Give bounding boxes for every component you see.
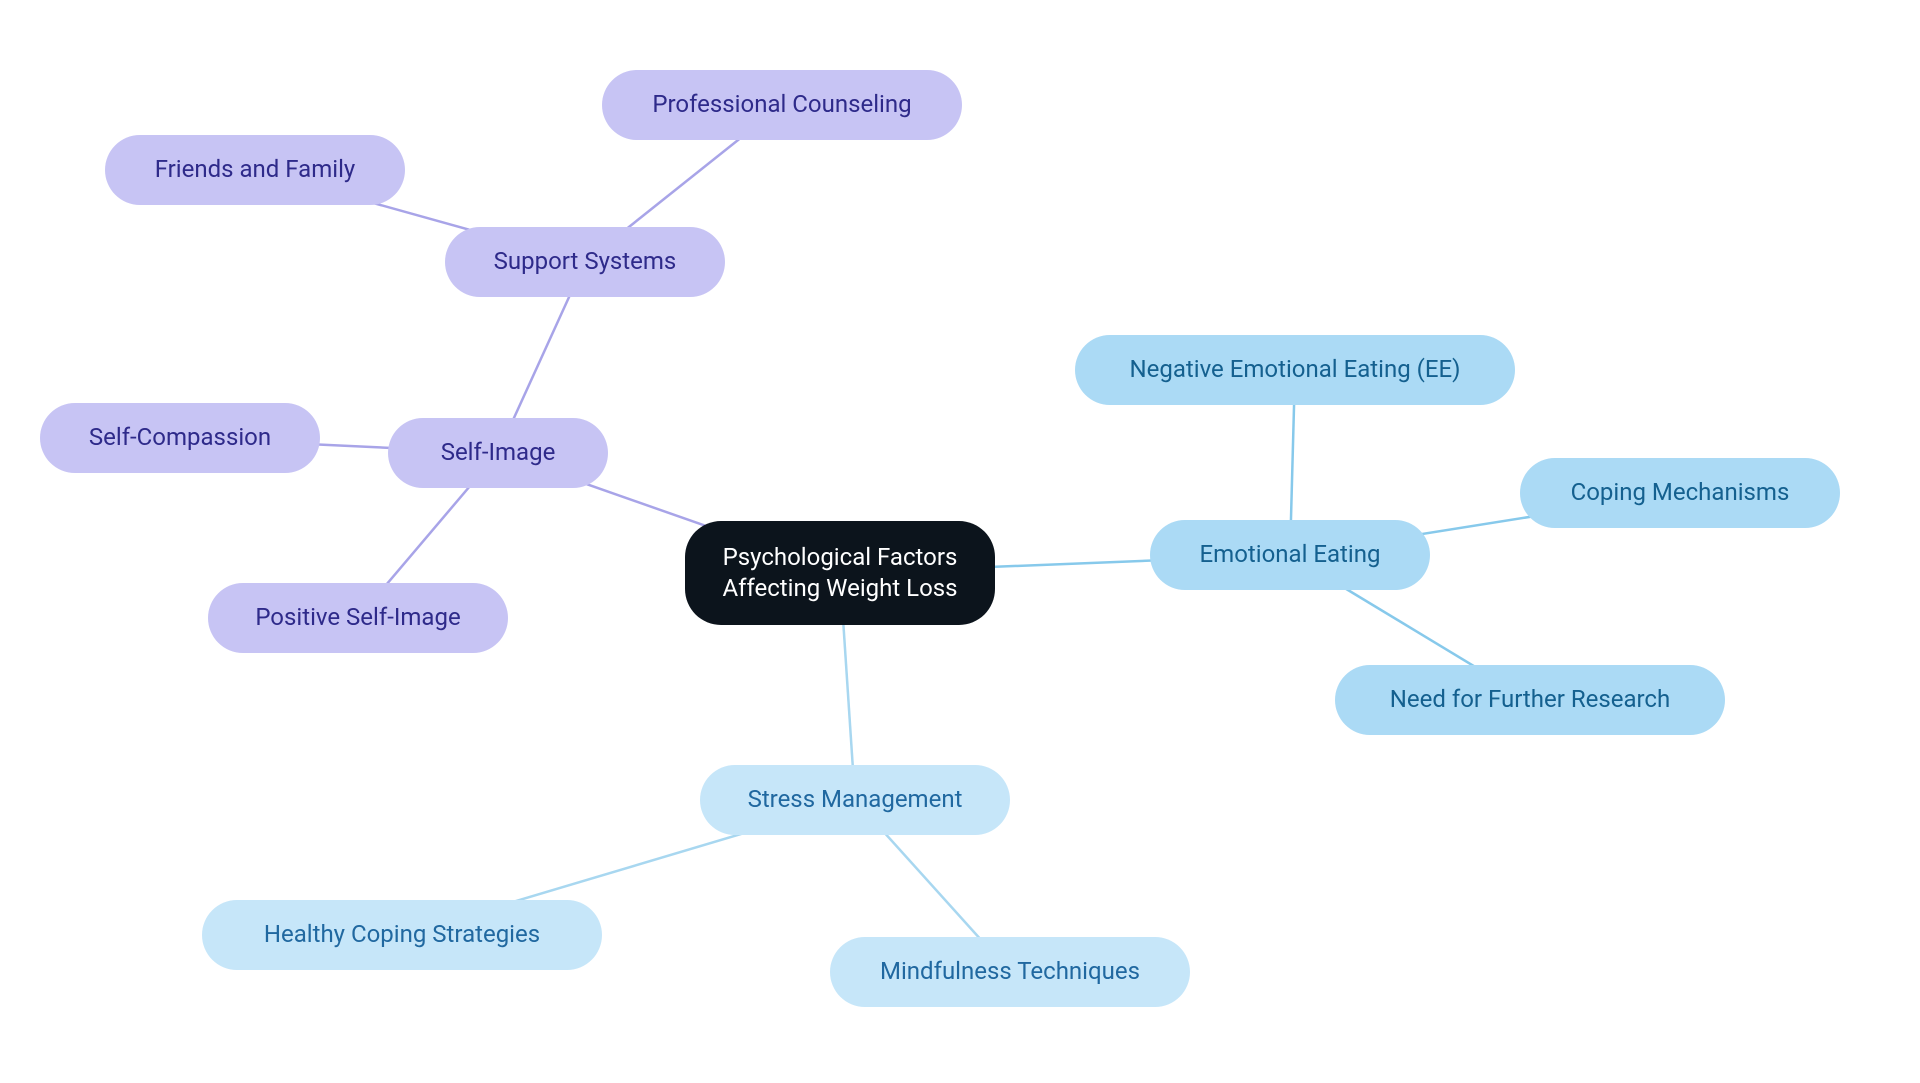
node-negee: Negative Emotional Eating (EE) xyxy=(1075,335,1515,405)
mindmap-canvas: Psychological Factors Affecting Weight L… xyxy=(0,0,1920,1083)
node-label: Emotional Eating xyxy=(1200,539,1381,570)
node-stress: Stress Management xyxy=(700,765,1010,835)
node-label: Negative Emotional Eating (EE) xyxy=(1130,354,1461,385)
node-healthycoping: Healthy Coping Strategies xyxy=(202,900,602,970)
node-label: Healthy Coping Strategies xyxy=(264,919,540,950)
node-label: Coping Mechanisms xyxy=(1571,477,1790,508)
node-selfimage: Self-Image xyxy=(388,418,608,488)
node-mindfulness: Mindfulness Techniques xyxy=(830,937,1190,1007)
node-counseling: Professional Counseling xyxy=(602,70,962,140)
node-research: Need for Further Research xyxy=(1335,665,1725,735)
node-label: Self-Compassion xyxy=(89,422,271,453)
node-label: Self-Image xyxy=(441,437,556,468)
node-label: Support Systems xyxy=(494,246,677,277)
node-friends: Friends and Family xyxy=(105,135,405,205)
node-label: Professional Counseling xyxy=(652,89,911,120)
node-label: Stress Management xyxy=(748,784,963,815)
node-support: Support Systems xyxy=(445,227,725,297)
node-emoeating: Emotional Eating xyxy=(1150,520,1430,590)
node-label: Friends and Family xyxy=(155,154,356,185)
node-label: Mindfulness Techniques xyxy=(880,956,1140,987)
node-label: Need for Further Research xyxy=(1390,684,1670,715)
node-coping: Coping Mechanisms xyxy=(1520,458,1840,528)
node-positiveself: Positive Self-Image xyxy=(208,583,508,653)
node-label: Positive Self-Image xyxy=(255,602,460,633)
node-root: Psychological Factors Affecting Weight L… xyxy=(685,521,995,625)
node-selfcompassion: Self-Compassion xyxy=(40,403,320,473)
node-label: Psychological Factors Affecting Weight L… xyxy=(722,542,957,604)
